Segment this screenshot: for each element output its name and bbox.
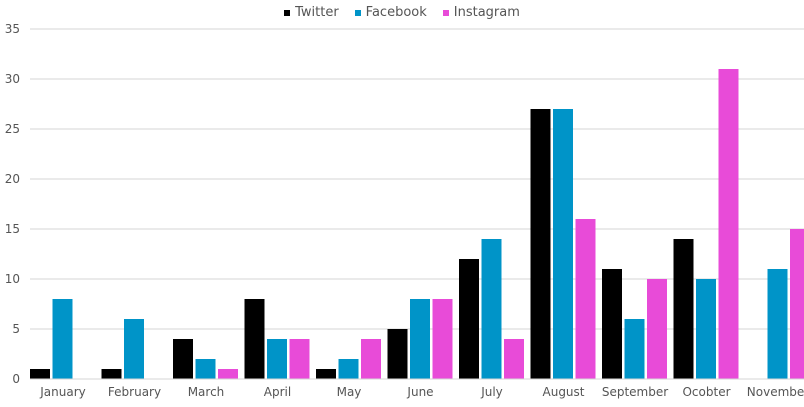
bar-twitter-july — [459, 259, 479, 379]
bar-instagram-ocobter — [718, 69, 739, 379]
bar-twitter-april — [244, 299, 265, 379]
legend-label: Instagram — [453, 5, 520, 20]
bar-facebook-april — [267, 339, 287, 379]
legend-label: Facebook — [365, 5, 427, 20]
x-tick-label: June — [406, 385, 433, 399]
bar-instagram-august — [575, 219, 596, 379]
x-tick-label: April — [264, 385, 291, 399]
y-tick-label: 5 — [12, 322, 20, 336]
y-tick-label: 20 — [5, 172, 20, 186]
bar-instagram-july — [504, 339, 524, 379]
bar-instagram-may — [361, 339, 381, 379]
bar-facebook-ocobter — [696, 279, 716, 379]
legend-item-facebook: Facebook — [354, 5, 427, 20]
x-tick-label: March — [188, 385, 225, 399]
bar-facebook-august — [553, 109, 573, 379]
legend-label: Twitter — [295, 5, 339, 20]
bar-twitter-september — [602, 269, 622, 379]
bar-instagram-march — [218, 369, 238, 379]
bar-facebook-march — [195, 359, 216, 379]
x-tick-label: January — [39, 385, 86, 399]
y-tick-label: 35 — [5, 22, 20, 36]
bar-instagram-april — [289, 339, 310, 379]
bar-twitter-ocobter — [673, 239, 694, 379]
bar-facebook-june — [410, 299, 430, 379]
x-tick-label: August — [543, 385, 585, 399]
bar-instagram-june — [432, 299, 453, 379]
bar-facebook-january — [52, 299, 73, 379]
legend-item-twitter: Twitter — [284, 5, 339, 20]
bar-facebook-february — [124, 319, 144, 379]
bar-facebook-september — [624, 319, 645, 379]
bar-instagram-november — [790, 229, 804, 379]
bar-twitter-august — [530, 109, 551, 379]
legend-swatch — [442, 9, 449, 16]
x-tick-label: September — [602, 385, 668, 399]
bar-twitter-february — [101, 369, 122, 379]
x-tick-label: Ocobter — [682, 385, 730, 399]
y-tick-label: 30 — [5, 72, 20, 86]
y-tick-label: 10 — [5, 272, 20, 286]
bar-facebook-november — [767, 269, 788, 379]
bar-instagram-september — [647, 279, 667, 379]
x-tick-label: November — [747, 385, 804, 399]
y-tick-label: 15 — [5, 222, 20, 236]
bar-twitter-march — [173, 339, 193, 379]
bar-facebook-july — [481, 239, 502, 379]
legend: Twitter Facebook Instagram — [0, 5, 804, 20]
bar-twitter-may — [316, 369, 336, 379]
y-tick-label: 0 — [12, 372, 20, 386]
legend-swatch — [354, 9, 361, 16]
x-tick-label: February — [108, 385, 161, 399]
bar-twitter-june — [387, 329, 408, 379]
legend-swatch — [284, 9, 291, 16]
x-tick-label: July — [480, 385, 503, 399]
bar-facebook-may — [338, 359, 359, 379]
bar-twitter-january — [30, 369, 50, 379]
legend-item-instagram: Instagram — [442, 5, 520, 20]
x-tick-label: May — [337, 385, 362, 399]
y-tick-label: 25 — [5, 122, 20, 136]
